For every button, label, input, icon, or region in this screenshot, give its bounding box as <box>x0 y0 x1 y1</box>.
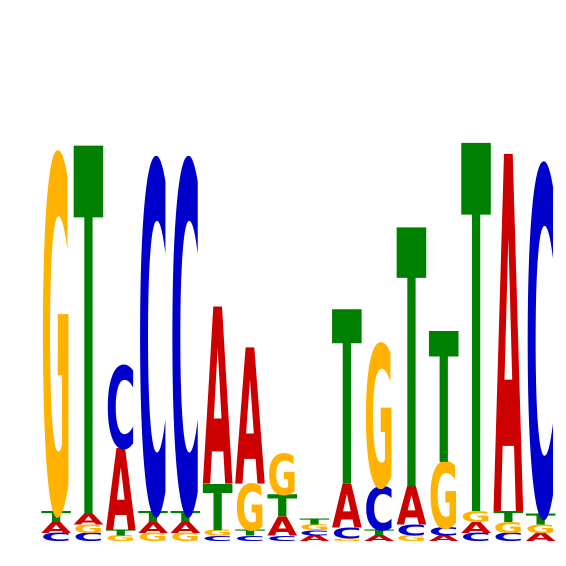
glyph-G-pos-9: G <box>300 524 330 533</box>
glyph-A-pos-7: A <box>235 311 265 528</box>
glyph-T-pos-8: T <box>267 489 297 524</box>
glyph-A-pos-1: A <box>41 519 71 536</box>
glyph-T-pos-4: T <box>138 508 169 525</box>
glyph-C-pos-13: C <box>429 525 459 538</box>
glyph-A-pos-10: A <box>332 472 362 542</box>
glyph-T-pos-2: T <box>73 45 103 566</box>
glyph-G-pos-3: G <box>106 534 136 543</box>
glyph-G-pos-10: G <box>332 538 362 542</box>
glyph-G-pos-1: G <box>41 61 71 566</box>
glyph-T-pos-9: T <box>300 518 331 527</box>
glyph-C-pos-3: C <box>106 345 136 475</box>
glyph-A-pos-15: A <box>493 56 523 566</box>
glyph-T-pos-11: T <box>364 529 395 538</box>
glyph-T-pos-1: T <box>41 508 72 525</box>
glyph-C-pos-10: C <box>332 525 362 542</box>
glyph-C-pos-14: C <box>461 531 491 544</box>
glyph-C-pos-7: C <box>235 534 265 543</box>
glyph-T-pos-7: T <box>235 529 266 538</box>
glyph-A-pos-5: A <box>170 519 200 536</box>
glyph-G-pos-13: G <box>429 445 459 550</box>
glyph-C-pos-15: C <box>493 531 523 544</box>
glyph-A-pos-6: A <box>203 259 233 543</box>
glyph-T-pos-3: T <box>106 529 137 538</box>
glyph-C-pos-5: C <box>170 69 200 566</box>
glyph-T-pos-16: T <box>526 511 557 528</box>
glyph-G-pos-15: G <box>493 519 523 537</box>
glyph-G-pos-16: G <box>526 523 556 536</box>
glyph-A-pos-3: A <box>106 426 136 557</box>
glyph-G-pos-14: G <box>461 508 491 526</box>
glyph-A-pos-9: A <box>300 534 331 543</box>
glyph-A-pos-4: A <box>138 519 168 536</box>
glyph-T-pos-10: T <box>332 261 362 541</box>
glyph-G-pos-4: G <box>138 531 168 544</box>
glyph-A-pos-8: A <box>267 511 297 542</box>
glyph-C-pos-2: C <box>73 531 103 544</box>
glyph-C-pos-4: C <box>138 69 168 566</box>
glyph-G-pos-12: G <box>396 534 426 543</box>
glyph-T-pos-15: T <box>493 508 524 525</box>
glyph-T-pos-5: T <box>170 508 201 525</box>
glyph-A-pos-14: A <box>461 519 491 536</box>
glyph-T-pos-13: T <box>429 296 459 505</box>
glyph-G-pos-6: G <box>203 529 233 538</box>
glyph-G-pos-8: G <box>267 444 297 509</box>
glyph-T-pos-6: T <box>203 471 233 545</box>
glyph-G-pos-11: G <box>364 306 394 533</box>
glyph-C-pos-1: C <box>41 531 71 544</box>
glyph-G-pos-7: G <box>235 472 265 546</box>
glyph-A-pos-2: A <box>73 511 103 528</box>
glyph-A-pos-12: A <box>396 476 426 537</box>
glyph-A-pos-11: A <box>364 534 395 543</box>
glyph-C-pos-11: C <box>364 475 394 545</box>
glyph-C-pos-16: C <box>526 74 556 566</box>
glyph-G-pos-5: G <box>170 531 200 544</box>
glyph-C-pos-9: C <box>300 529 330 538</box>
glyph-C-pos-12: C <box>396 522 426 539</box>
glyph-T-pos-14: T <box>461 42 491 566</box>
glyph-G-pos-2: G <box>73 523 103 536</box>
glyph-C-pos-6: C <box>203 534 233 543</box>
glyph-A-pos-13: A <box>429 534 460 543</box>
glyph-T-pos-12: T <box>396 157 426 566</box>
glyph-A-pos-16: A <box>526 531 556 544</box>
glyph-C-pos-8: C <box>267 534 297 543</box>
